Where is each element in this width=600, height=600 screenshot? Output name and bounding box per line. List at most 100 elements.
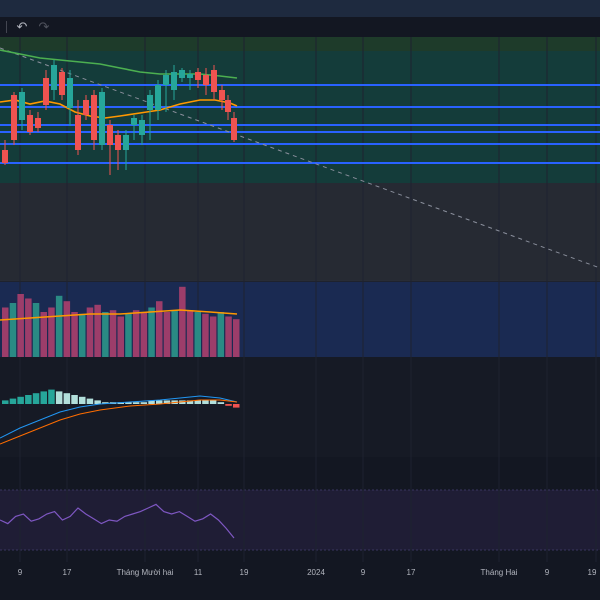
trend-line[interactable] [0, 47, 600, 269]
candle-body[interactable] [67, 78, 73, 108]
toolbar: ↶ ↷ [0, 17, 600, 37]
candle-body[interactable] [231, 118, 237, 140]
volume-bar [217, 312, 225, 357]
candle-body[interactable] [115, 135, 121, 150]
price-candles[interactable] [2, 60, 237, 175]
macd-bar [233, 404, 240, 408]
macd-line [0, 395, 238, 439]
volume-bars [2, 286, 240, 357]
time-axis-label: Tháng Mười hai [116, 568, 174, 577]
candle-body[interactable] [131, 118, 137, 125]
candle-body[interactable] [163, 75, 169, 85]
macd-bar [40, 391, 47, 404]
time-axis-label: 11 [193, 568, 203, 577]
volume-bar [102, 312, 109, 357]
candle-body[interactable] [99, 92, 105, 145]
redo-icon[interactable]: ↷ [38, 19, 50, 34]
volume-bar [233, 319, 240, 357]
volume-bar [179, 286, 186, 357]
macd-bar [194, 400, 201, 404]
volume-bar [9, 303, 17, 357]
macd-bar [125, 402, 132, 404]
macd-bar [163, 400, 171, 404]
macd-bar [86, 398, 94, 404]
rsi-line [0, 503, 235, 539]
volume-bar [148, 307, 155, 357]
macd-bar [140, 402, 148, 404]
toolbar-separator [6, 21, 7, 33]
candle-body[interactable] [35, 118, 41, 128]
candle-body[interactable] [203, 75, 209, 85]
top-bar [0, 0, 600, 17]
ma-short-line [0, 99, 238, 119]
volume-bar [194, 312, 201, 357]
macd-bar [25, 395, 32, 404]
price-zone-band [0, 37, 600, 183]
price-zone-lower [0, 183, 600, 281]
volume-bar [2, 307, 9, 357]
candle-body[interactable] [171, 72, 177, 90]
candle-body[interactable] [2, 150, 8, 163]
time-axis-label: 19 [239, 568, 249, 577]
macd-bar [55, 391, 63, 404]
time-axis-label: 9 [544, 568, 550, 577]
volume-bar [25, 298, 32, 357]
macd-bar [94, 400, 101, 404]
candle-body[interactable] [179, 70, 185, 78]
undo-icon[interactable]: ↶ [16, 19, 28, 34]
candle-body[interactable] [139, 120, 145, 135]
volume-bar [163, 312, 171, 357]
volume-bar [94, 304, 101, 357]
macd-bar [48, 389, 55, 404]
candle-body[interactable] [147, 95, 153, 110]
volume-bar [86, 307, 94, 357]
macd-bar [79, 396, 86, 404]
macd-bar [71, 395, 78, 404]
candle-body[interactable] [59, 72, 65, 95]
macd-bar [202, 400, 209, 404]
volume-bar [156, 301, 163, 357]
volume-bar [40, 312, 47, 357]
rsi-pane-bg [0, 490, 600, 550]
candle-body[interactable] [51, 65, 57, 90]
candle-body[interactable] [187, 74, 193, 78]
macd-bar [17, 396, 24, 404]
candle-body[interactable] [19, 92, 25, 120]
candle-body[interactable] [155, 85, 161, 110]
candle-body[interactable] [27, 115, 33, 132]
macd-bar [9, 398, 17, 404]
candle-body[interactable] [211, 70, 217, 92]
macd-bar [156, 400, 163, 404]
macd-bar [2, 400, 9, 404]
time-axis-label: 19 [587, 568, 597, 577]
macd-bar [63, 393, 71, 404]
price-zone-top [0, 37, 600, 51]
volume-bar [202, 313, 209, 357]
volume-bar [71, 312, 78, 357]
candle-body[interactable] [11, 95, 17, 140]
volume-bar [209, 316, 217, 357]
time-axis-label: 2024 [307, 568, 325, 577]
candle-body[interactable] [123, 135, 129, 150]
candle-body[interactable] [195, 72, 201, 80]
candle-body[interactable] [219, 90, 225, 100]
time-axis-label: 9 [17, 568, 23, 577]
volume-bar [125, 313, 132, 357]
macd-pane-bg [0, 357, 600, 457]
volume-bar [186, 310, 194, 357]
candle-body[interactable] [107, 125, 113, 145]
macd-bar [102, 402, 109, 404]
signal-line [0, 399, 238, 445]
candle-body[interactable] [91, 95, 97, 140]
candle-body[interactable] [75, 115, 81, 150]
candle-body[interactable] [43, 78, 49, 105]
time-axis-label: Tháng Hai [480, 568, 518, 577]
macd-bar [217, 402, 225, 404]
candle-body[interactable] [83, 100, 89, 115]
candle-body[interactable] [225, 100, 231, 112]
macd-bar [32, 393, 40, 404]
volume-bar [32, 303, 40, 357]
volume-bar [109, 310, 117, 357]
volume-bar [48, 307, 55, 357]
